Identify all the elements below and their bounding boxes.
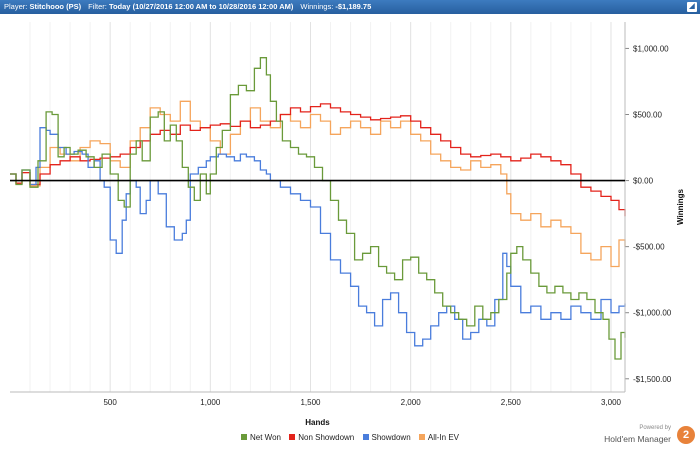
winnings-label: Winnings: [300, 2, 334, 11]
x-tick-label: 1,000 [200, 398, 221, 407]
x-tick-label: 2,000 [401, 398, 422, 407]
legend-swatch [289, 433, 296, 440]
y-tick-label: -$1,000.00 [633, 309, 672, 318]
y-tick-label: -$500.00 [633, 243, 665, 252]
y-tick-label: -$1,500.00 [633, 375, 672, 384]
brand-name: Hold'em Manager [604, 434, 671, 444]
x-axis-title: Hands [305, 418, 330, 426]
player-value: Stitchooo (PS) [29, 2, 82, 11]
x-tick-label: 1,500 [300, 398, 321, 407]
legend-item-non-showdown[interactable]: Non Showdown [289, 433, 354, 442]
legend-label: Non Showdown [298, 433, 355, 442]
chart-legend: Net Won Non Showdown Showdown All-In EV [0, 433, 700, 442]
axes: 500 1,000 1,500 2,000 2,500 3,000 $1,000.00 $50… [10, 22, 672, 407]
legend-item-net-won[interactable]: Net Won [241, 433, 281, 442]
winnings-value: -$1,189.75 [335, 2, 372, 11]
legend-swatch [362, 433, 369, 440]
x-tick-label: 3,000 [601, 398, 622, 407]
legend-label: Net Won [250, 433, 281, 442]
y-axis-title: Winnings [676, 188, 685, 224]
y-tick-label: $1,000.00 [633, 44, 669, 53]
filter-label: Filter: [88, 2, 107, 11]
player-label: Player: [4, 2, 28, 11]
y-tick-label: $500.00 [633, 111, 662, 120]
series-lines [10, 57, 626, 360]
legend-label: Showdown [371, 433, 411, 442]
legend-swatch [241, 433, 247, 440]
winnings-chart: 500 1,000 1,500 2,000 2,500 3,000 $1,000.00 $50… [10, 22, 685, 426]
legend-swatch [418, 433, 425, 440]
header-bar: Player: Stitchooo (PS) Filter: Today (10/… [0, 0, 700, 14]
series-line-net-won [10, 57, 626, 360]
expand-icon[interactable]: ◢ [687, 2, 697, 12]
y-tick-label: $0.00 [633, 177, 654, 186]
legend-item-showdown[interactable]: Showdown [362, 433, 411, 442]
brand-logo: Powered by Hold'em Manager 2 [604, 422, 695, 448]
brand-powered-text: Powered by [639, 425, 671, 431]
legend-label: All-In EV [427, 433, 459, 442]
series-line-showdown [10, 127, 626, 347]
x-tick-label: 2,500 [501, 398, 522, 407]
x-tick-label: 500 [103, 398, 117, 407]
hem-logo-icon: 2 [677, 426, 695, 444]
filter-value[interactable]: Today (10/27/2016 12:00 AM to 10/28/2016… [108, 2, 294, 11]
series-line-all-in-ev [10, 100, 626, 268]
legend-item-all-in-ev[interactable]: All-In EV [418, 433, 459, 442]
